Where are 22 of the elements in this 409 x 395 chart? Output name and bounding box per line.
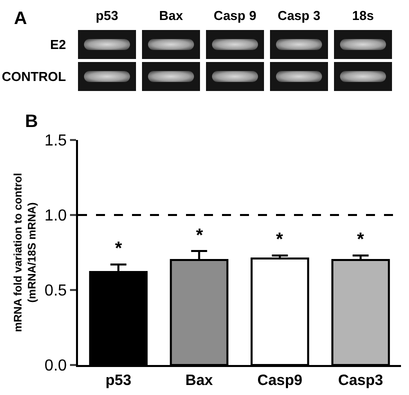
y-tick-label: 1.0	[44, 208, 67, 225]
category-label: 18s	[352, 8, 374, 23]
category-label: E2	[50, 37, 66, 52]
x-tick-label: Casp3	[338, 372, 384, 389]
annotation: *	[196, 225, 204, 245]
category-label: Casp 3	[278, 8, 320, 23]
x-tick-label: p53	[105, 372, 132, 389]
category-label: CONTROL	[2, 69, 66, 84]
annotation: *	[115, 238, 122, 258]
y-axis-title: mRNA fold variation to control (mRNA/18S mRNA)	[12, 172, 39, 332]
text: A	[14, 8, 27, 29]
x-tick-label: Casp9	[257, 372, 302, 389]
chart-title: B	[25, 111, 38, 131]
y-tick-label: 0.0	[44, 358, 67, 375]
annotation: *	[276, 229, 284, 249]
x-tick-label: Bax	[185, 372, 214, 389]
y-tick-label: 1.5	[44, 132, 67, 150]
annotation: *	[357, 229, 364, 249]
y-tick-label: 0.5	[44, 282, 67, 300]
category-label: Casp 9	[214, 8, 256, 23]
category-label: Bax	[159, 8, 183, 23]
category-label: p53	[96, 8, 118, 23]
